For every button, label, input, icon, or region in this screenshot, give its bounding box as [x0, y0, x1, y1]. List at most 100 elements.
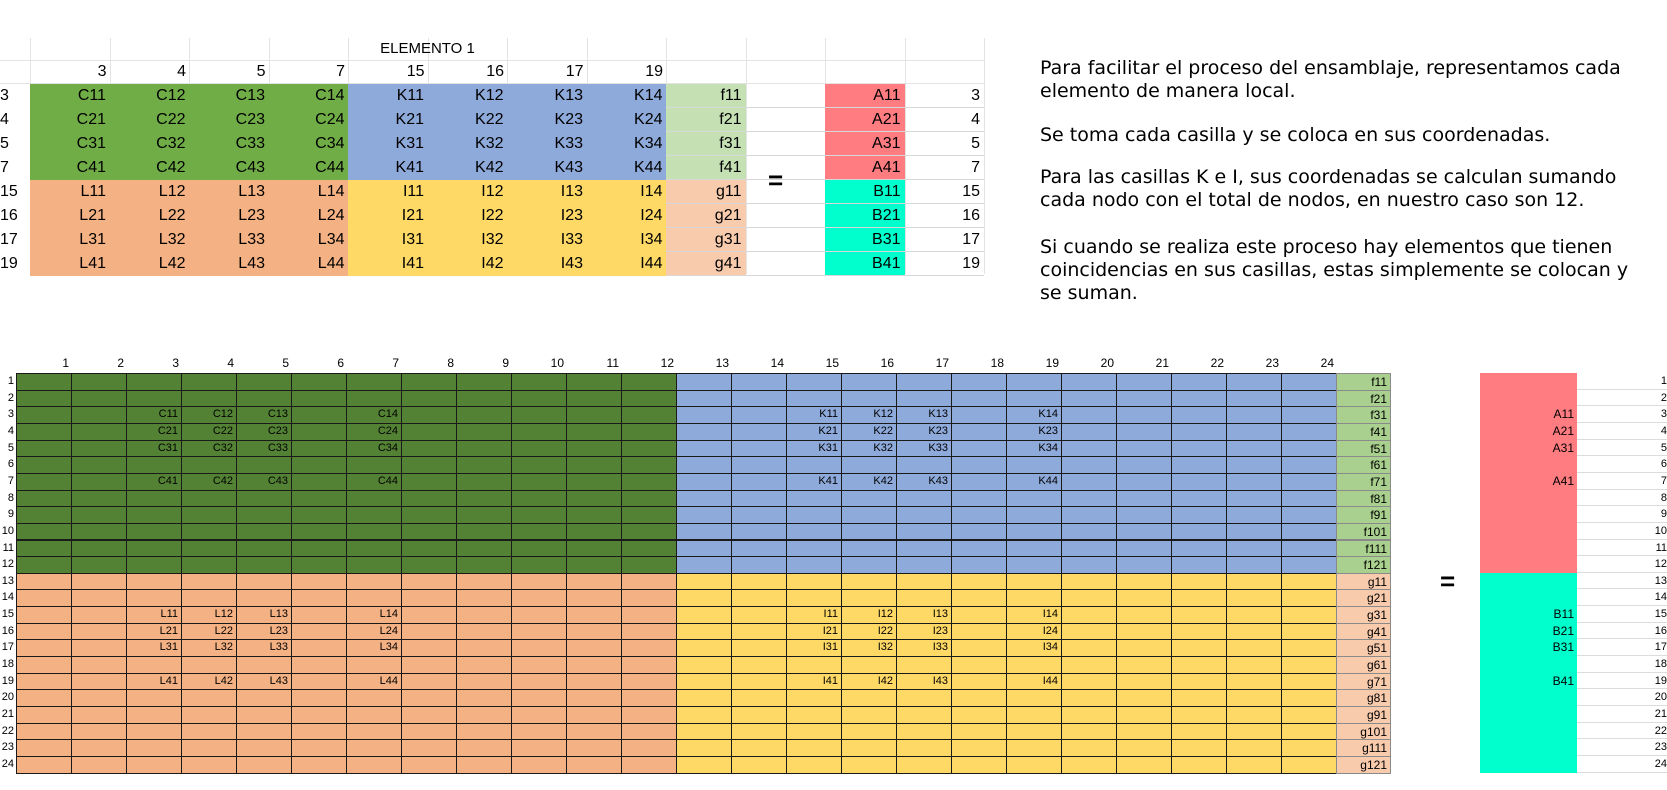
grid-line: [666, 251, 984, 252]
matrix-cell: [621, 739, 677, 757]
force-index: 3: [971, 87, 980, 104]
matrix-cell: [1061, 406, 1117, 424]
stiffness-entry: L11: [160, 608, 178, 621]
matrix-cell: [1171, 689, 1227, 707]
grid-line: [666, 131, 984, 132]
matrix-cell: [71, 722, 127, 741]
stiffness-cell: K11: [348, 84, 428, 108]
matrix-cell: [16, 689, 72, 707]
force-cell-bg: [1480, 656, 1577, 674]
matrix-cell: [401, 556, 457, 574]
grid-line: [904, 38, 906, 274]
matrix-cell: [181, 389, 237, 408]
force-cell-bg: [1480, 456, 1577, 474]
matrix-cell: [621, 722, 677, 741]
matrix-cell: [181, 489, 237, 508]
stiffness-cell: C43: [189, 156, 269, 180]
matrix-cell: [1116, 656, 1172, 674]
displacement-cell: f111: [1336, 539, 1391, 558]
matrix-cell: [1116, 589, 1172, 608]
displacement-cell: f31: [1336, 406, 1391, 424]
matrix-cell: [126, 373, 182, 391]
column-header: 15: [825, 356, 839, 370]
matrix-cell: [401, 456, 457, 474]
matrix-cell: [1281, 722, 1337, 741]
displacement-cell: g31: [666, 228, 746, 252]
grid-line: [1577, 421, 1667, 423]
matrix-cell: [1006, 489, 1062, 508]
row-header: 1: [7, 375, 14, 387]
matrix-cell: [786, 522, 842, 541]
column-header: 20: [1100, 356, 1114, 370]
row-header: 22: [1, 724, 14, 737]
row-header: 3: [7, 408, 14, 421]
matrix-cell: [291, 506, 347, 524]
matrix-cell: [1006, 522, 1062, 541]
matrix-cell: [71, 589, 127, 608]
matrix-cell: [236, 456, 292, 474]
row-header: 12: [1, 558, 14, 571]
matrix-cell: [621, 572, 677, 591]
matrix-cell: [1116, 489, 1172, 508]
column-header: 12: [660, 356, 674, 370]
matrix-cell: [1061, 572, 1117, 591]
matrix-cell: [346, 572, 402, 591]
matrix-cell: [896, 506, 952, 524]
explanation-paragraph: Se toma cada casilla y se coloca en sus …: [1040, 124, 1551, 146]
matrix-cell: [1281, 689, 1337, 707]
matrix-cell: [16, 522, 72, 541]
matrix-cell: [786, 706, 842, 724]
matrix-cell: [16, 606, 72, 624]
matrix-cell: [951, 522, 1007, 541]
matrix-cell: [236, 656, 292, 674]
matrix-cell: [291, 755, 347, 774]
grid-line: [1577, 721, 1667, 723]
force-cell-bg: [1480, 689, 1577, 707]
matrix-cell: [676, 639, 732, 658]
force-cell-bg: [1480, 539, 1577, 557]
matrix-cell: [1171, 706, 1227, 724]
matrix-cell: [1226, 606, 1282, 624]
matrix-cell: [1226, 489, 1282, 508]
matrix-cell: [1281, 472, 1337, 491]
matrix-cell: [896, 522, 952, 541]
matrix-cell: [1226, 539, 1282, 558]
matrix-cell: [71, 639, 127, 658]
matrix-cell: [291, 672, 347, 691]
matrix-cell: [731, 456, 787, 474]
matrix-cell: [621, 489, 677, 508]
grid-line: [666, 107, 984, 108]
stiffness-cell: L31: [30, 228, 110, 252]
force-index: 19: [1654, 674, 1667, 687]
matrix-cell: [786, 755, 842, 774]
stiffness-cell: L42: [109, 252, 190, 276]
stiffness-entry: C41: [157, 474, 178, 487]
matrix-cell: [1171, 639, 1227, 658]
matrix-cell: [456, 689, 512, 707]
matrix-cell: [1226, 689, 1282, 707]
matrix-cell: [1061, 706, 1117, 724]
matrix-cell: [16, 406, 72, 424]
grid-line: [1577, 671, 1667, 673]
stiffness-entry: C22: [212, 424, 233, 437]
matrix-cell: [126, 656, 182, 674]
stiffness-cell: C41: [30, 156, 110, 180]
matrix-cell: [566, 456, 622, 474]
stiffness-entry: I44: [1042, 674, 1058, 687]
stiffness-cell: C14: [268, 84, 349, 108]
stiffness-cell: K24: [586, 108, 667, 132]
matrix-cell: [456, 456, 512, 474]
force-cell-bg: [1480, 589, 1577, 607]
matrix-cell: [71, 522, 127, 541]
matrix-cell: [951, 456, 1007, 474]
stiffness-cell: K33: [507, 132, 587, 156]
matrix-cell: [456, 706, 512, 724]
force-cell-bg: [1480, 672, 1577, 690]
stiffness-entry: I24: [1042, 624, 1058, 637]
matrix-cell: [621, 672, 677, 691]
matrix-cell: [291, 656, 347, 674]
stiffness-cell: K31: [348, 132, 428, 156]
matrix-cell: [676, 406, 732, 424]
matrix-cell: [621, 589, 677, 608]
matrix-cell: [621, 522, 677, 541]
